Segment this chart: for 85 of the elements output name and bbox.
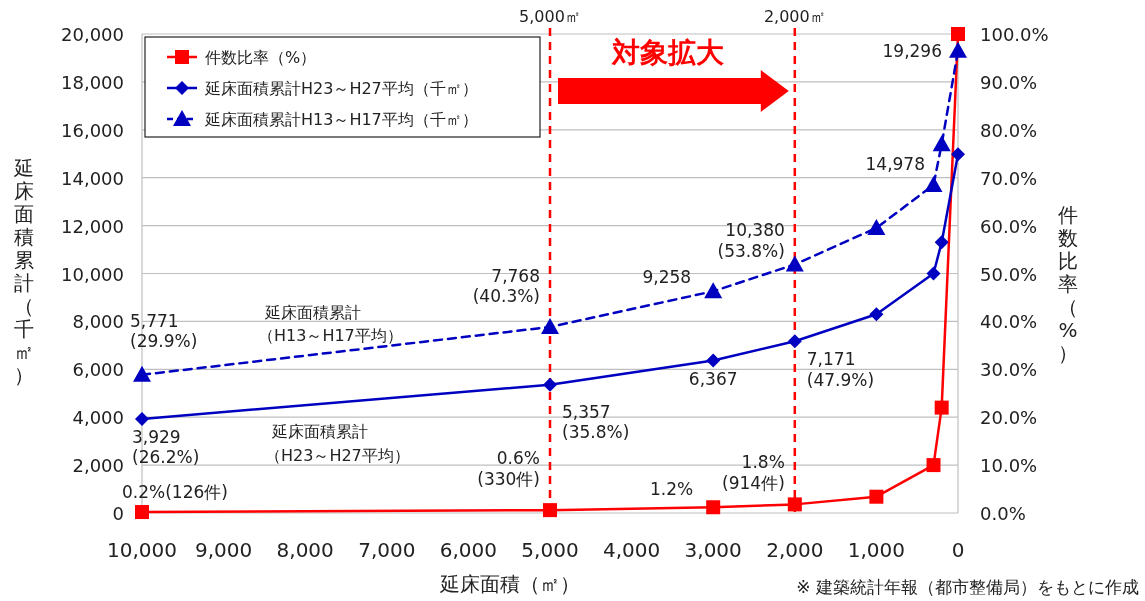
point: [949, 41, 967, 58]
y2-tick-label: 100.0%: [980, 24, 1049, 45]
point: [951, 27, 965, 41]
point: [934, 400, 949, 415]
x-tick-label: 4,000: [602, 538, 661, 562]
y2-tick-label: 50.0%: [980, 263, 1038, 285]
x-tick-label: 8,000: [276, 538, 334, 562]
annotation: 6,367: [688, 368, 738, 389]
legend-label: 延床面積累計H23～H27平均（千㎡）: [204, 79, 478, 98]
point: [785, 255, 804, 272]
point: [704, 282, 723, 299]
point: [543, 377, 557, 392]
point: [543, 503, 557, 518]
point: [951, 147, 965, 162]
annotation: 3,929 (26.2%): [132, 426, 200, 468]
point: [787, 497, 802, 512]
x-tick-label: 0: [951, 538, 965, 562]
y-tick-label: 2,000: [72, 455, 124, 477]
y2-tick-label: 60.0%: [980, 215, 1038, 237]
x-tick-label: 6,000: [439, 538, 498, 562]
x-tick-label: 10,000: [107, 538, 177, 562]
point: [934, 235, 949, 250]
y2-tick-label: 10.0%: [980, 455, 1038, 477]
legend-label: 延床面積累計H13～H17平均（千㎡）: [204, 110, 478, 129]
point: [706, 353, 721, 368]
annotation: 7,171 (47.9%): [806, 349, 875, 390]
y-tick-label: 18,000: [61, 71, 124, 93]
annotation: 延床面積累計: [264, 303, 361, 322]
y-tick-label: 12,000: [61, 215, 124, 237]
point: [135, 505, 149, 520]
ref-line-label: 2,000㎡: [763, 7, 826, 26]
point: [869, 307, 884, 322]
annotation: 7,768 (40.3%): [472, 265, 540, 307]
x-tick-label: 2,000: [766, 538, 824, 562]
y2-tick-label: 0.0%: [980, 503, 1026, 524]
y-tick-label: 6,000: [72, 359, 124, 381]
point: [867, 219, 886, 235]
x-tick-label: 5,000: [521, 538, 579, 562]
text: ※ 建築統計年報（都市整備局）をもとに作成: [796, 577, 1139, 597]
text: 延床面積累計（千㎡）: [14, 156, 34, 387]
y-tick-label: 8,000: [72, 311, 124, 333]
y2-tick-label: 70.0%: [980, 167, 1038, 189]
point: [924, 175, 943, 192]
annotation: 延床面積累計: [271, 422, 368, 441]
annotation: 1.2%: [650, 479, 694, 500]
point: [133, 365, 151, 382]
y2-tick-label: 90.0%: [980, 71, 1038, 93]
annotation: 14,978: [865, 154, 925, 175]
annotation: 19,296: [882, 40, 942, 61]
legend-label: 件数比率（%）: [205, 48, 317, 67]
x-tick-label: 1,000: [847, 538, 906, 562]
point: [926, 266, 941, 281]
point: [787, 334, 802, 349]
annotation: 10,380 (53.8%): [717, 220, 785, 261]
annotation: 9,258: [642, 267, 692, 288]
x-tick-label: 7,000: [358, 538, 416, 562]
y-tick-label: 0: [112, 503, 124, 524]
y2-tick-label: 20.0%: [980, 407, 1038, 429]
ref-line-label: 5,000㎡: [519, 7, 581, 26]
x-axis-title: 延床面積（㎡）: [439, 572, 580, 596]
y2-tick-label: 80.0%: [980, 119, 1038, 141]
y2-axis-title: 件数比率（%）: [1058, 203, 1078, 365]
annotation: 1.8% (914件): [722, 452, 785, 493]
y-tick-label: 4,000: [72, 407, 124, 429]
annotation: 0.6% (330件): [477, 448, 540, 489]
point: [135, 411, 149, 426]
annotation: 対象拡大: [611, 36, 725, 69]
y-tick-label: 16,000: [61, 119, 124, 141]
x-tick-label: 9,000: [194, 538, 253, 562]
annotation: 5,357 (35.8%): [562, 401, 630, 443]
x-tick-label: 3,000: [684, 538, 742, 562]
point: [869, 489, 884, 504]
point: [932, 135, 951, 152]
y-tick-label: 20,000: [61, 24, 124, 45]
point: [706, 500, 721, 515]
point: [541, 317, 559, 334]
y2-tick-label: 40.0%: [980, 311, 1038, 333]
y2-tick-label: 30.0%: [980, 359, 1038, 381]
annotation: （H13～H17平均）: [258, 326, 403, 345]
y-tick-label: 10,000: [61, 263, 124, 285]
y-tick-label: 14,000: [61, 167, 124, 189]
annotation: （H23～H27平均）: [265, 446, 410, 465]
point: [926, 458, 941, 473]
annotation: 5,771 (29.9%): [130, 310, 198, 352]
annotation: 0.2%(126件): [122, 482, 228, 503]
